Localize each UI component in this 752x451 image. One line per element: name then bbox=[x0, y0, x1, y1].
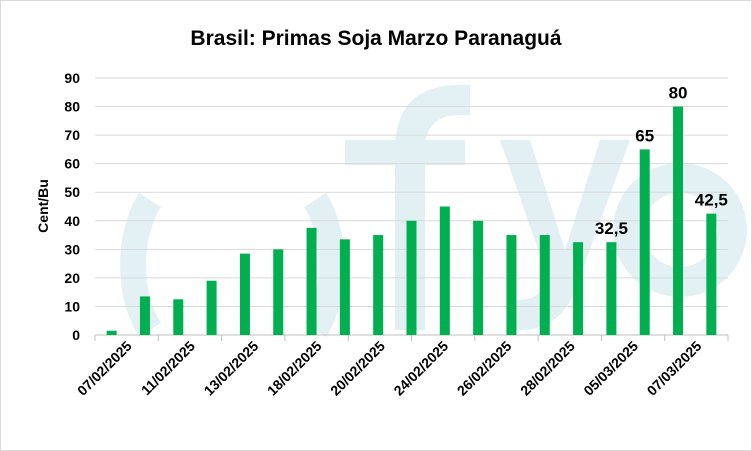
bar bbox=[139, 296, 150, 335]
x-tick-label: 13/02/2025 bbox=[201, 338, 262, 399]
y-tick-label: 10 bbox=[64, 298, 80, 314]
data-label: 42,5 bbox=[695, 191, 728, 210]
y-axis-label: Cent/Bu bbox=[35, 179, 51, 233]
bar bbox=[639, 149, 650, 335]
bar bbox=[373, 235, 384, 335]
x-tick-label: 20/02/2025 bbox=[327, 338, 388, 399]
y-tick-label: 20 bbox=[64, 270, 80, 286]
bar bbox=[406, 220, 417, 335]
bar bbox=[273, 249, 284, 335]
x-tick-label: 26/02/2025 bbox=[454, 338, 515, 399]
x-tick-label: 24/02/2025 bbox=[390, 338, 451, 399]
y-tick-label: 0 bbox=[72, 327, 80, 343]
data-label: 32,5 bbox=[595, 219, 628, 238]
x-tick-label: 07/03/2025 bbox=[644, 338, 705, 399]
bar bbox=[439, 206, 450, 335]
bar bbox=[306, 227, 317, 335]
bar bbox=[106, 330, 117, 335]
data-label: 65 bbox=[635, 126, 654, 145]
chart-title: Brasil: Primas Soja Marzo Paranaguá bbox=[190, 27, 561, 50]
y-tick-label: 30 bbox=[64, 241, 80, 257]
x-tick-label: 07/02/2025 bbox=[74, 338, 135, 399]
bar bbox=[706, 213, 717, 335]
data-label: 80 bbox=[669, 84, 688, 103]
bar bbox=[506, 235, 517, 335]
bar bbox=[473, 220, 484, 335]
bar bbox=[173, 299, 184, 335]
y-tick-label: 40 bbox=[64, 213, 80, 229]
bar bbox=[539, 235, 550, 335]
y-tick-label: 90 bbox=[64, 70, 80, 86]
y-tick-label: 80 bbox=[64, 99, 80, 115]
x-tick-label: 11/02/2025 bbox=[138, 338, 198, 398]
bar bbox=[673, 106, 684, 335]
bar bbox=[239, 253, 250, 335]
x-tick-label: 28/02/2025 bbox=[517, 338, 578, 399]
x-tick-label: 05/03/2025 bbox=[580, 338, 641, 399]
bar bbox=[339, 239, 350, 335]
y-tick-label: 50 bbox=[64, 184, 80, 200]
y-tick-label: 60 bbox=[64, 156, 80, 172]
x-tick-label: 18/02/2025 bbox=[264, 338, 325, 399]
bar bbox=[573, 242, 584, 335]
bar bbox=[206, 280, 217, 335]
y-tick-label: 70 bbox=[64, 127, 80, 143]
bar bbox=[606, 242, 617, 335]
